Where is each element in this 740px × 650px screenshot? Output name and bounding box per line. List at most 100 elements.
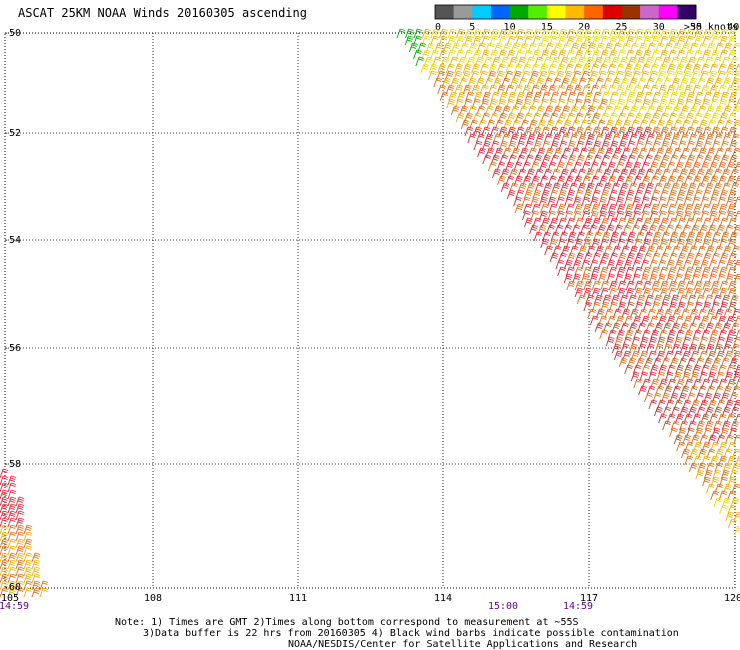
wind-barb-feather [529,182,535,185]
wind-barb-feather [652,366,658,369]
wind-barb [734,364,739,375]
wind-barb-feather [510,28,516,31]
wind-barb-feather [713,219,720,222]
wind-barb-feather [568,175,574,178]
wind-barb-feather [720,210,727,213]
wind-barb-feather [655,91,661,94]
wind-barb-feather [654,235,660,238]
legend-swatch [546,5,566,19]
wind-barb-feather [611,130,617,133]
wind-barb-feather [631,294,637,297]
wind-barb-feather [504,135,510,138]
wind-barb-feather [671,30,677,33]
wind-barb-feather [644,116,651,119]
wind-barb-feather [669,161,676,164]
wind-barb-feather [726,245,732,248]
wind-barb-feather [646,301,652,304]
wind-barb-feather [701,121,707,124]
wind-barb-feather [700,322,706,325]
wind-barb-feather [562,60,568,63]
wind-barb-feather [439,72,445,75]
wind-barb-feather [617,275,623,278]
wind-barb-feather [433,35,440,38]
wind-barb-feather [690,81,696,84]
wind-barb-feather [665,422,671,425]
wind-barb-feather [465,65,471,68]
wind-barb-feather [714,429,720,432]
wind-barb-feather [620,217,627,220]
wind-barb [557,203,562,214]
wind-barb-feather [631,324,637,327]
wind-barb-feather [723,126,729,129]
wind-barb-feather [694,273,700,276]
wind-barb [651,280,656,291]
wind-barb-feather [700,133,706,136]
wind-barb-feather [524,212,531,215]
wind-barb-feather [588,109,595,112]
wind-barb-feather [668,224,674,227]
wind-barb-feather [711,212,718,215]
wind-barb-feather [696,431,702,434]
wind-barb-feather [690,410,696,413]
wind-barb-feather [679,95,686,98]
wind-barb-feather [736,350,740,353]
wind-barb-feather [586,287,592,290]
wind-barb-feather [480,121,486,124]
wind-barb-feather [676,350,683,353]
wind-barb-feather [507,72,513,75]
wind-barb-feather [652,177,659,180]
wind-barb-feather [614,79,620,82]
wind-barb-feather [603,303,609,306]
wind-barb-feather [729,205,736,208]
wind-barb-feather [718,226,725,229]
wind-barb-feather [679,282,685,285]
wind-barb-feather [458,32,464,35]
wind-barb-feather [686,366,692,369]
wind-barb-feather [617,72,624,75]
wind-barb-feather [620,266,626,269]
wind-barb-feather [631,168,637,171]
wind-barb-feather [531,121,537,124]
wind-barb-feather [725,345,731,348]
wind-barb-feather [727,403,733,406]
wind-barb-feather [587,28,593,31]
wind-barb-feather [635,210,642,213]
wind-barb-feather [658,354,664,357]
wind-barb-feather [631,184,637,187]
wind-barb-feather [657,343,664,346]
wind-barb-feather [648,345,655,348]
wind-barb-feather [617,119,623,122]
wind-barb-feather [584,259,590,262]
wind-barb-feather [576,242,582,245]
wind-barb-feather [420,42,427,45]
wind-barb-feather [700,310,706,313]
wind-barb-feather [534,84,540,87]
wind-barb-feather [713,128,720,131]
wind-barb-feather [509,98,515,101]
wind-barb-feather [532,74,538,77]
wind-barb-feather [614,345,621,348]
wind-barb-feather [518,49,524,52]
wind-barb-feather [615,123,622,126]
wind-barb-feather [708,77,715,80]
wind-barb-feather [609,165,615,168]
wind-barb-feather [547,77,553,80]
wind-barb-feather [720,70,726,73]
wind-barb [488,84,493,95]
wind-barb-feather [539,105,545,108]
wind-barb-feather [669,177,676,180]
wind-barb [564,210,569,221]
wind-barb-feather [492,37,498,40]
wind-barb-feather [599,42,605,45]
wind-barb-feather [706,154,713,157]
wind-barb-feather [728,198,734,201]
wind-barb [540,203,545,214]
wind-barb-feather [529,135,535,138]
wind-barb-feather [528,58,534,61]
wind-barb-feather [579,140,585,143]
wind-barb-feather [713,240,719,243]
wind-barb-feather [645,303,651,306]
wind-barb-feather [515,74,521,77]
wind-barb-feather [533,161,540,164]
wind-barb-feather [593,63,600,66]
